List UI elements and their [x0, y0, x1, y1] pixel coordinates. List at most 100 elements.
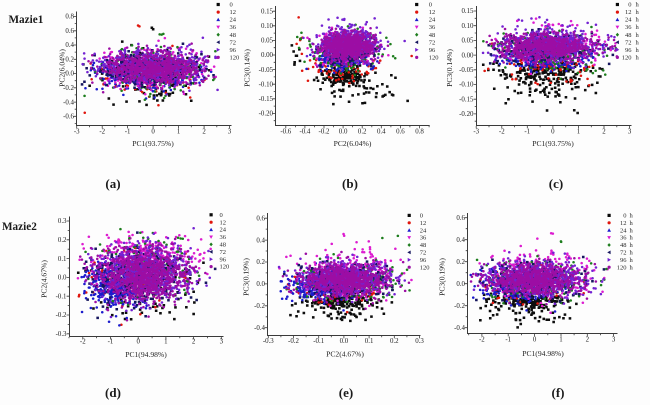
svg-text:24: 24 — [620, 227, 627, 234]
svg-text:-0.05: -0.05 — [259, 67, 274, 74]
svg-text:h: h — [630, 235, 634, 242]
svg-text:1: 1 — [177, 128, 181, 135]
svg-text:0.6: 0.6 — [65, 28, 74, 35]
svg-text:36: 36 — [620, 235, 627, 242]
svg-text:12: 12 — [429, 9, 436, 16]
svg-text:PC1(93.75%): PC1(93.75%) — [132, 139, 174, 148]
svg-text:-0.1: -0.1 — [313, 338, 324, 345]
svg-text:0.0: 0.0 — [58, 275, 67, 282]
svg-text:12: 12 — [220, 219, 227, 226]
svg-text:96: 96 — [220, 256, 227, 263]
svg-text:12: 12 — [620, 220, 627, 227]
svg-text:PC2(4.67%): PC2(4.67%) — [40, 260, 49, 298]
svg-text:PC1(94.98%): PC1(94.98%) — [125, 350, 167, 359]
svg-text:-0.4: -0.4 — [63, 99, 74, 106]
svg-text:0.3: 0.3 — [58, 218, 67, 225]
svg-text:0.2: 0.2 — [58, 237, 67, 244]
svg-text:-0.6: -0.6 — [63, 114, 74, 121]
svg-text:72: 72 — [620, 250, 627, 257]
svg-text:(a): (a) — [105, 176, 120, 191]
svg-text:0: 0 — [230, 2, 233, 9]
svg-text:72: 72 — [429, 39, 436, 46]
svg-text:0.15: 0.15 — [461, 8, 474, 15]
svg-text:0.8: 0.8 — [415, 128, 424, 135]
svg-text:-0.15: -0.15 — [459, 96, 474, 103]
svg-text:0: 0 — [623, 213, 626, 220]
svg-text:-0.3: -0.3 — [56, 331, 67, 338]
svg-text:96: 96 — [429, 47, 436, 54]
svg-text:h: h — [630, 220, 634, 227]
svg-text:120: 120 — [622, 55, 632, 62]
svg-text:h: h — [630, 264, 634, 271]
svg-text:1: 1 — [577, 128, 581, 135]
svg-text:0.0: 0.0 — [456, 281, 465, 288]
svg-text:24: 24 — [420, 227, 427, 234]
svg-text:0: 0 — [628, 2, 631, 9]
svg-text:96: 96 — [420, 257, 427, 264]
svg-text:0.10: 0.10 — [261, 23, 274, 30]
svg-text:3: 3 — [220, 339, 224, 346]
svg-text:0: 0 — [151, 128, 155, 135]
svg-text:96: 96 — [625, 47, 632, 54]
svg-text:24: 24 — [429, 17, 436, 24]
svg-text:(e): (e) — [339, 385, 353, 400]
svg-text:-0.05: -0.05 — [459, 67, 474, 74]
svg-text:96: 96 — [230, 47, 237, 54]
svg-text:0.6: 0.6 — [396, 128, 405, 135]
svg-text:h: h — [636, 2, 640, 9]
svg-text:0.4: 0.4 — [65, 42, 74, 49]
svg-text:12: 12 — [420, 220, 427, 227]
svg-text:0.4: 0.4 — [377, 128, 386, 135]
svg-text:-0.1: -0.1 — [56, 293, 67, 300]
svg-text:0.4: 0.4 — [456, 237, 465, 244]
svg-text:h: h — [630, 250, 634, 257]
svg-text:-0.3: -0.3 — [263, 338, 274, 345]
svg-text:PC2(6.04%): PC2(6.04%) — [58, 49, 67, 87]
svg-text:-1: -1 — [524, 128, 530, 135]
svg-text:96: 96 — [620, 257, 627, 264]
svg-text:0.6: 0.6 — [456, 215, 465, 222]
svg-text:0.0: 0.0 — [65, 71, 74, 78]
svg-text:Mazie1: Mazie1 — [9, 14, 44, 26]
svg-text:12: 12 — [230, 9, 237, 16]
svg-text:-2: -2 — [499, 128, 505, 135]
svg-text:24: 24 — [230, 17, 237, 24]
svg-text:48: 48 — [420, 242, 427, 249]
svg-text:0.2: 0.2 — [65, 57, 74, 64]
svg-text:120: 120 — [220, 264, 230, 271]
svg-text:0: 0 — [136, 339, 140, 346]
svg-text:0.4: 0.4 — [256, 237, 265, 244]
svg-text:PC1(94.98%): PC1(94.98%) — [522, 349, 564, 358]
svg-text:-2: -2 — [479, 337, 485, 344]
svg-text:Mazie2: Mazie2 — [2, 221, 37, 233]
svg-text:3: 3 — [612, 337, 616, 344]
svg-text:36: 36 — [230, 24, 237, 31]
svg-text:0.2: 0.2 — [358, 128, 367, 135]
svg-text:0.6: 0.6 — [256, 215, 265, 222]
svg-text:-2: -2 — [80, 339, 86, 346]
svg-text:36: 36 — [420, 235, 427, 242]
svg-text:24: 24 — [625, 17, 632, 24]
svg-text:120: 120 — [617, 264, 627, 271]
svg-text:0: 0 — [220, 212, 223, 219]
svg-text:12: 12 — [625, 9, 632, 16]
svg-text:72: 72 — [420, 250, 427, 257]
svg-text:48: 48 — [429, 32, 436, 39]
svg-text:-1: -1 — [125, 128, 131, 135]
svg-text:-3: -3 — [473, 128, 479, 135]
svg-text:0.15: 0.15 — [261, 8, 274, 15]
svg-text:-0.15: -0.15 — [259, 96, 274, 103]
svg-text:0.1: 0.1 — [58, 256, 67, 263]
svg-text:PC1(93.75%): PC1(93.75%) — [532, 139, 574, 148]
svg-text:0.2: 0.2 — [390, 338, 399, 345]
svg-text:0.2: 0.2 — [456, 259, 465, 266]
svg-text:0.8: 0.8 — [65, 14, 74, 21]
svg-text:72: 72 — [230, 39, 237, 46]
svg-text:h: h — [630, 257, 634, 264]
svg-text:PC2(6.04%): PC2(6.04%) — [334, 139, 372, 148]
svg-text:h: h — [636, 17, 640, 24]
svg-text:0.0: 0.0 — [340, 338, 349, 345]
svg-text:36: 36 — [625, 24, 632, 31]
svg-text:h: h — [636, 47, 640, 54]
svg-text:48: 48 — [625, 32, 632, 39]
